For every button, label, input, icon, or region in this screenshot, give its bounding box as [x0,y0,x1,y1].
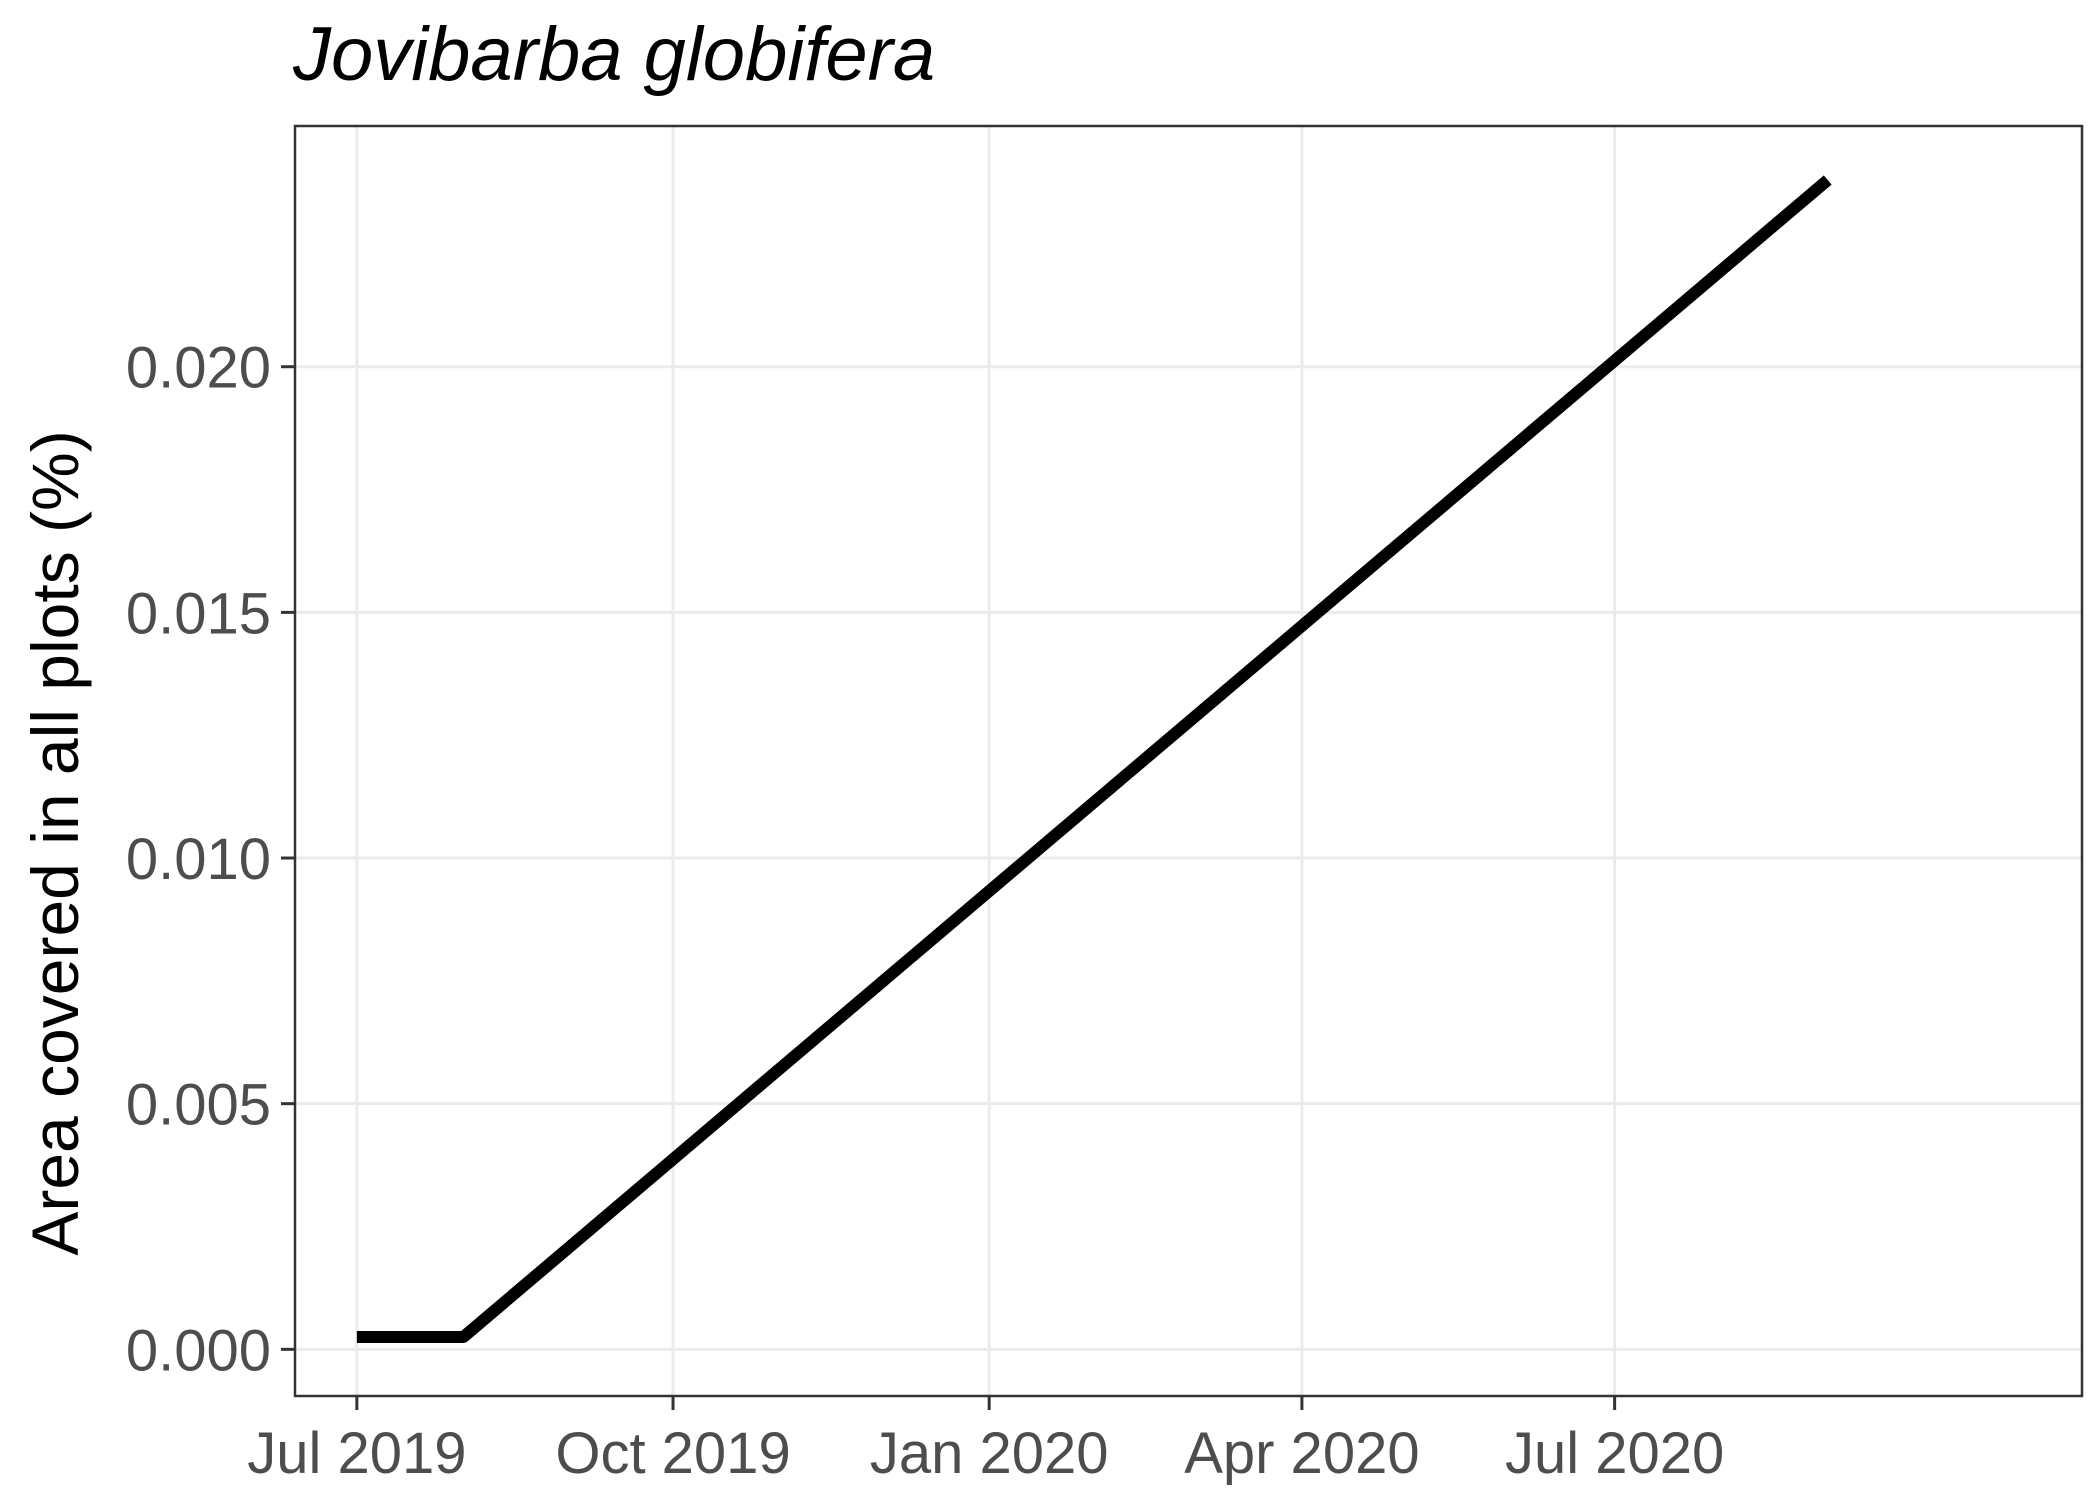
y-tick-label-3: 0.015 [126,581,271,646]
x-tick-label-0: Jul 2019 [247,1421,466,1486]
x-tick-label-2: Jan 2020 [870,1421,1109,1486]
grid [295,126,2082,1396]
y-tick-label-2: 0.010 [126,827,271,892]
y-tick-label-4: 0.020 [126,336,271,401]
x-tick-label-4: Jul 2020 [1505,1421,1724,1486]
series-layer [356,175,1832,1343]
x-tick-label-3: Apr 2020 [1184,1421,1419,1486]
x-tick-label-1: Oct 2019 [555,1421,790,1486]
chart-title: Jovibarba globifera [292,12,935,97]
axis-ticks: Jul 2019 Oct 2019 Jan 2020 Apr 2020 Jul 2020… [126,336,1724,1486]
plot-panel [293,124,2084,1398]
y-tick-label-1: 0.005 [126,1073,271,1138]
series-line-0 [356,175,1832,1343]
y-tick-label-0: 0.000 [126,1318,271,1383]
y-axis-label: Area covered in all plots (%) [18,430,92,1255]
